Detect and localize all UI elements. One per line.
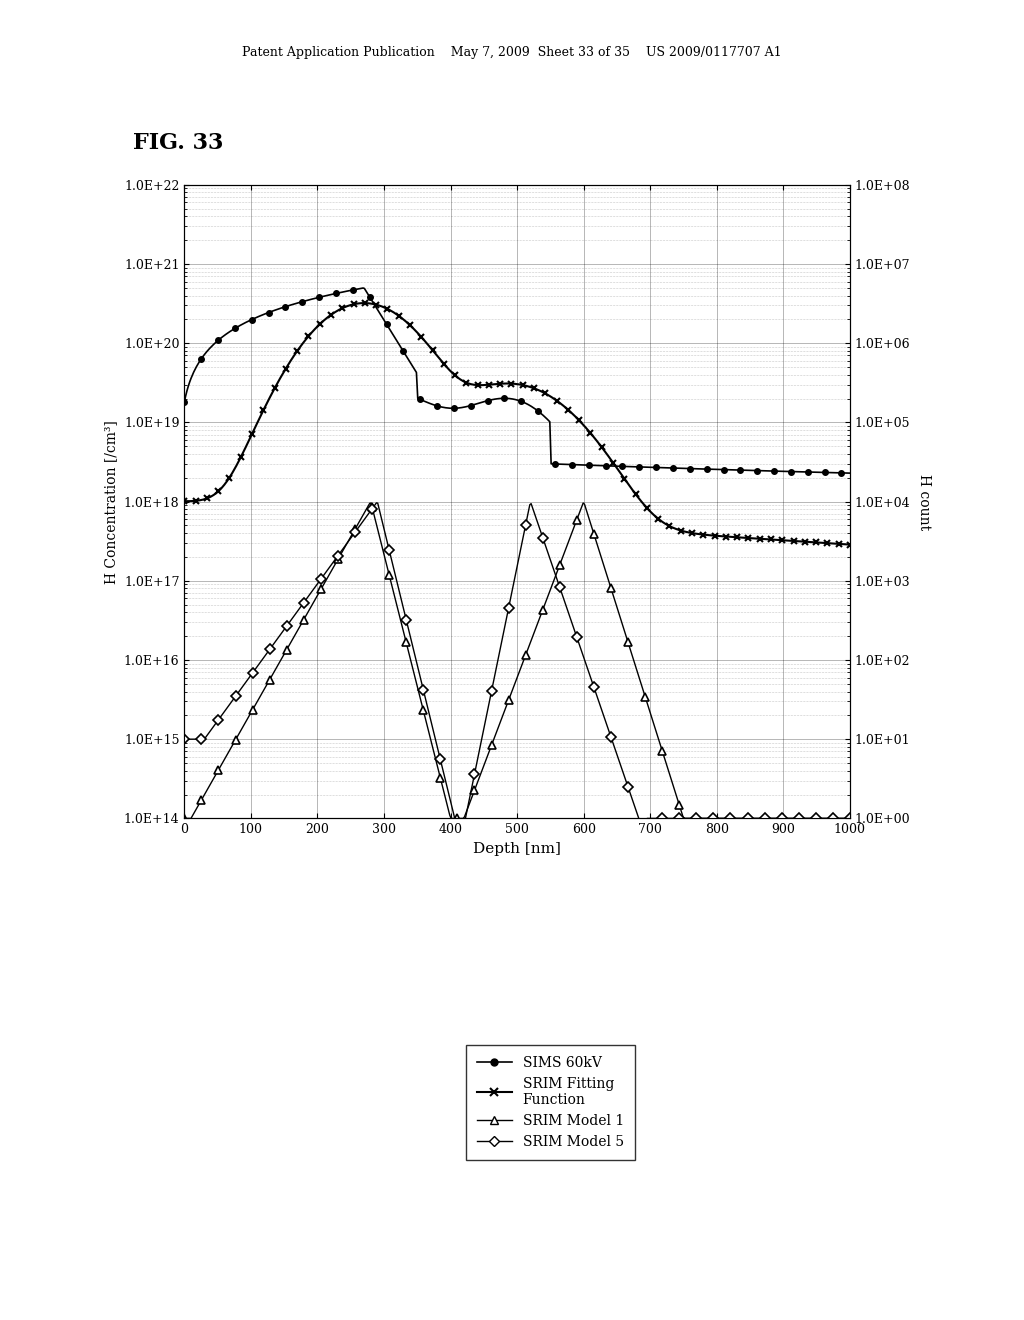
Text: Patent Application Publication    May 7, 2009  Sheet 33 of 35    US 2009/0117707: Patent Application Publication May 7, 20… (243, 46, 781, 59)
Y-axis label: H count: H count (918, 474, 931, 529)
Text: FIG. 33: FIG. 33 (133, 132, 223, 154)
Legend: SIMS 60kV, SRIM Fitting
Function, SRIM Model 1, SRIM Model 5: SIMS 60kV, SRIM Fitting Function, SRIM M… (466, 1044, 635, 1160)
X-axis label: Depth [nm]: Depth [nm] (473, 842, 561, 855)
Y-axis label: H Concentration [/cm³]: H Concentration [/cm³] (104, 420, 119, 583)
